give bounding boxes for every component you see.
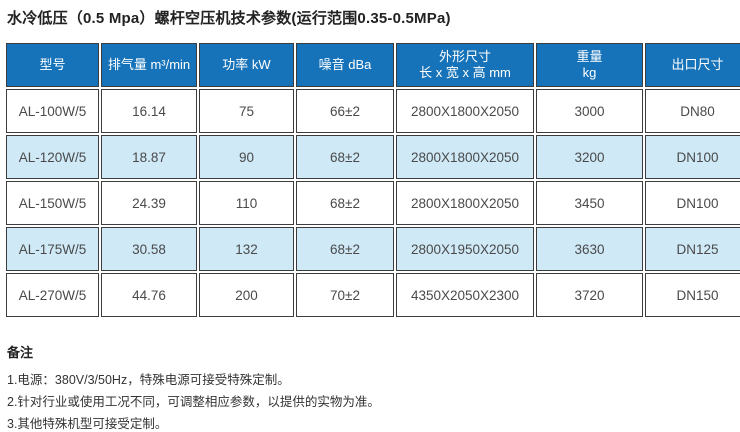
table-row: AL-175W/5 30.58 132 68±2 2800X1950X2050 … [6, 227, 740, 271]
cell-dimensions: 2800X1800X2050 [396, 135, 534, 179]
col-header-weight: 重量 kg [536, 43, 643, 87]
cell-model: AL-150W/5 [6, 181, 99, 225]
cell-displacement: 30.58 [101, 227, 197, 271]
cell-weight: 3000 [536, 89, 643, 133]
table-header: 型号 排气量 m³/min 功率 kW 噪音 dBa 外形尺寸 长 x 宽 x … [6, 43, 740, 87]
cell-noise: 68±2 [296, 135, 394, 179]
cell-power: 110 [199, 181, 294, 225]
cell-dimensions: 4350X2050X2300 [396, 273, 534, 317]
cell-weight: 3720 [536, 273, 643, 317]
cell-displacement: 24.39 [101, 181, 197, 225]
cell-dimensions: 2800X1950X2050 [396, 227, 534, 271]
cell-noise: 68±2 [296, 181, 394, 225]
cell-weight: 3450 [536, 181, 643, 225]
col-header-outlet: 出口尺寸 [645, 43, 740, 87]
cell-weight: 3630 [536, 227, 643, 271]
cell-outlet: DN100 [645, 135, 740, 179]
table-row: AL-270W/5 44.76 200 70±2 4350X2050X2300 … [6, 273, 740, 317]
cell-power: 75 [199, 89, 294, 133]
cell-outlet: DN150 [645, 273, 740, 317]
cell-displacement: 16.14 [101, 89, 197, 133]
cell-noise: 70±2 [296, 273, 394, 317]
cell-power: 200 [199, 273, 294, 317]
table-row: AL-100W/5 16.14 75 66±2 2800X1800X2050 3… [6, 89, 740, 133]
cell-power: 132 [199, 227, 294, 271]
col-header-model: 型号 [6, 43, 99, 87]
col-header-dimensions: 外形尺寸 长 x 宽 x 高 mm [396, 43, 534, 87]
col-header-displacement: 排气量 m³/min [101, 43, 197, 87]
cell-dimensions: 2800X1800X2050 [396, 181, 534, 225]
cell-displacement: 44.76 [101, 273, 197, 317]
page-title: 水冷低压（0.5 Mpa）螺杆空压机技术参数(运行范围0.35-0.5MPa) [7, 10, 451, 27]
notes-label: 备注 [7, 345, 34, 360]
cell-power: 90 [199, 135, 294, 179]
table-header-row: 型号 排气量 m³/min 功率 kW 噪音 dBa 外形尺寸 长 x 宽 x … [6, 43, 740, 87]
table-row: AL-120W/5 18.87 90 68±2 2800X1800X2050 3… [6, 135, 740, 179]
cell-noise: 66±2 [296, 89, 394, 133]
cell-noise: 68±2 [296, 227, 394, 271]
cell-model: AL-120W/5 [6, 135, 99, 179]
notes-section: 备注 1.电源：380V/3/50Hz，特殊电源可接受特殊定制。 2.针对行业或… [7, 342, 380, 432]
col-header-noise: 噪音 dBa [296, 43, 394, 87]
cell-model: AL-175W/5 [6, 227, 99, 271]
table-body: AL-100W/5 16.14 75 66±2 2800X1800X2050 3… [6, 89, 740, 317]
cell-model: AL-270W/5 [6, 273, 99, 317]
spec-table: 型号 排气量 m³/min 功率 kW 噪音 dBa 外形尺寸 长 x 宽 x … [4, 41, 740, 319]
col-header-power: 功率 kW [199, 43, 294, 87]
table-row: AL-150W/5 24.39 110 68±2 2800X1800X2050 … [6, 181, 740, 225]
cell-dimensions: 2800X1800X2050 [396, 89, 534, 133]
cell-outlet: DN100 [645, 181, 740, 225]
cell-outlet: DN125 [645, 227, 740, 271]
cell-weight: 3200 [536, 135, 643, 179]
cell-model: AL-100W/5 [6, 89, 99, 133]
note-item: 1.电源：380V/3/50Hz，特殊电源可接受特殊定制。 [7, 373, 290, 387]
cell-outlet: DN80 [645, 89, 740, 133]
cell-displacement: 18.87 [101, 135, 197, 179]
note-item: 2.针对行业或使用工况不同，可调整相应参数，以提供的实物为准。 [7, 395, 380, 409]
note-item: 3.其他特殊机型可接受定制。 [7, 417, 168, 431]
